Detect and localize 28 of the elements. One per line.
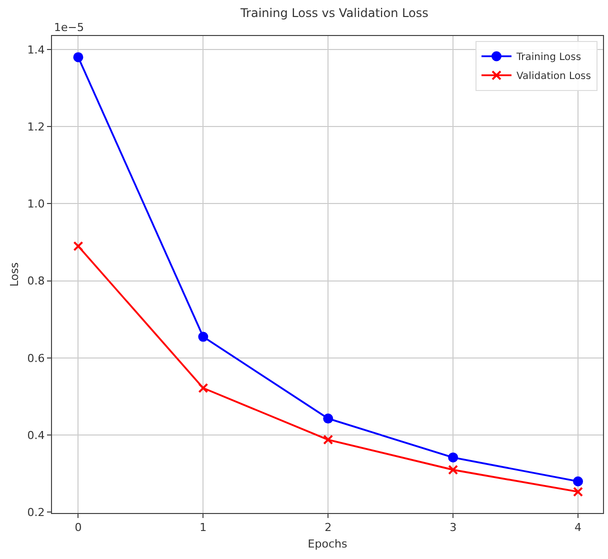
point [198,383,208,394]
x-tick-label: 1 [200,521,207,534]
point [73,52,84,62]
chart-title: Training Loss vs Validation Loss [239,6,428,20]
y-tick-label: 1.2 [27,120,45,134]
point [573,486,584,497]
point [73,241,84,252]
point [573,476,584,486]
x-tick-label: 3 [450,521,457,534]
point [448,452,458,462]
point [323,414,334,424]
y-tick-label: 1.4 [27,43,45,56]
y-tick-label: 0.8 [27,274,45,288]
point [323,434,334,445]
x-tick-label: 4 [574,521,582,534]
x-axis-title: Epochs [308,537,348,550]
legend-label: Training Loss [515,52,582,64]
y-tick-label: 0.6 [27,352,45,365]
y-tick-label: 1.0 [27,198,45,211]
point [198,332,208,342]
x-tick-label: 2 [324,521,332,534]
y-tick-label: 0.2 [27,506,45,520]
point [448,464,458,475]
text: 1e−5 [54,21,84,34]
y-axis-title: Loss [8,262,21,287]
x-tick-label: 0 [74,521,82,534]
legend-label: Validation Loss [516,71,591,82]
y-tick-label: 0.4 [27,428,45,442]
